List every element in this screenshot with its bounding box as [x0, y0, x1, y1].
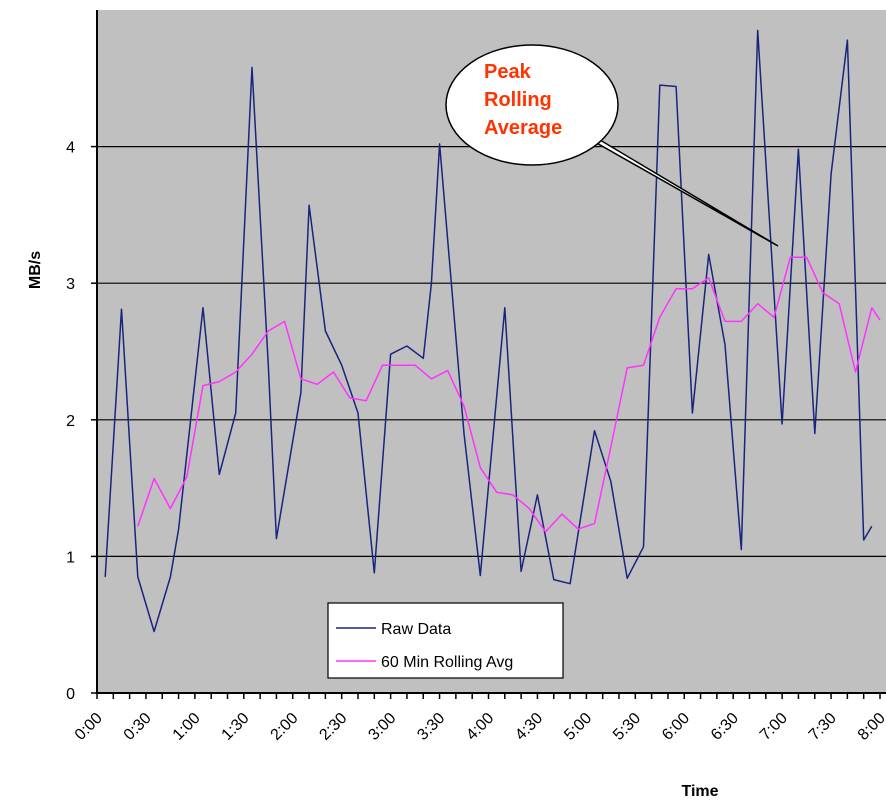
y-axis-title: MB/s	[27, 251, 44, 289]
legend-label-raw-data: Raw Data	[381, 621, 451, 638]
x-tick-label-000: 0:00	[72, 710, 106, 744]
legend-label-rolling-avg: 60 Min Rolling Avg	[381, 654, 513, 671]
x-tick-label-800: 8:00	[855, 710, 886, 744]
x-tick-label-200: 2:00	[268, 710, 302, 744]
y-tick-label-2: 2	[66, 413, 75, 430]
x-tick-label-330: 3:30	[414, 710, 448, 744]
series-layer	[104, 29, 881, 633]
y-axis-ticks: 0 1 2 3 4	[66, 140, 97, 703]
x-axis-title: Time	[681, 783, 718, 800]
x-tick-label-630: 6:30	[708, 710, 742, 744]
x-tick-label-730: 7:30	[806, 710, 840, 744]
y-tick-label-3: 3	[66, 276, 75, 293]
callout-bubble	[445, 44, 619, 166]
x-tick-label-400: 4:00	[463, 710, 497, 744]
x-tick-label-430: 4:30	[512, 710, 546, 744]
callout-text: Peak Rolling Average	[484, 61, 562, 139]
x-tick-label-500: 5:00	[561, 710, 595, 744]
series-line-raw-data	[104, 29, 873, 633]
x-tick-label-130: 1:30	[219, 710, 253, 744]
x-tick-label-300: 3:00	[365, 710, 399, 744]
x-tick-label-600: 6:00	[659, 710, 693, 744]
callout-line-1: Rolling	[484, 89, 552, 111]
x-tick-label-530: 5:30	[610, 710, 644, 744]
callout-line-0: Peak	[484, 61, 532, 83]
x-tick-label-230: 2:30	[316, 710, 350, 744]
axes	[96, 10, 886, 694]
x-axis-ticks: 0:00 0:30 1:00 1:30 2:00 2:30 3:00 3:30 4:00 4:30…	[72, 693, 886, 744]
x-tick-label-100: 1:00	[170, 710, 204, 744]
peak-rolling-average-callout: Peak Rolling Average	[445, 44, 779, 247]
legend-box	[327, 602, 564, 679]
legend: Raw Data 60 Min Rolling Avg	[327, 602, 564, 679]
callout-line-2: Average	[484, 117, 562, 139]
x-tick-label-030: 0:30	[121, 710, 155, 744]
x-tick-label-700: 7:00	[757, 710, 791, 744]
y-tick-label-4: 4	[66, 140, 75, 157]
y-tick-label-0: 0	[66, 686, 75, 703]
series-line-rolling-avg	[137, 256, 881, 533]
y-tick-label-1: 1	[66, 549, 75, 566]
